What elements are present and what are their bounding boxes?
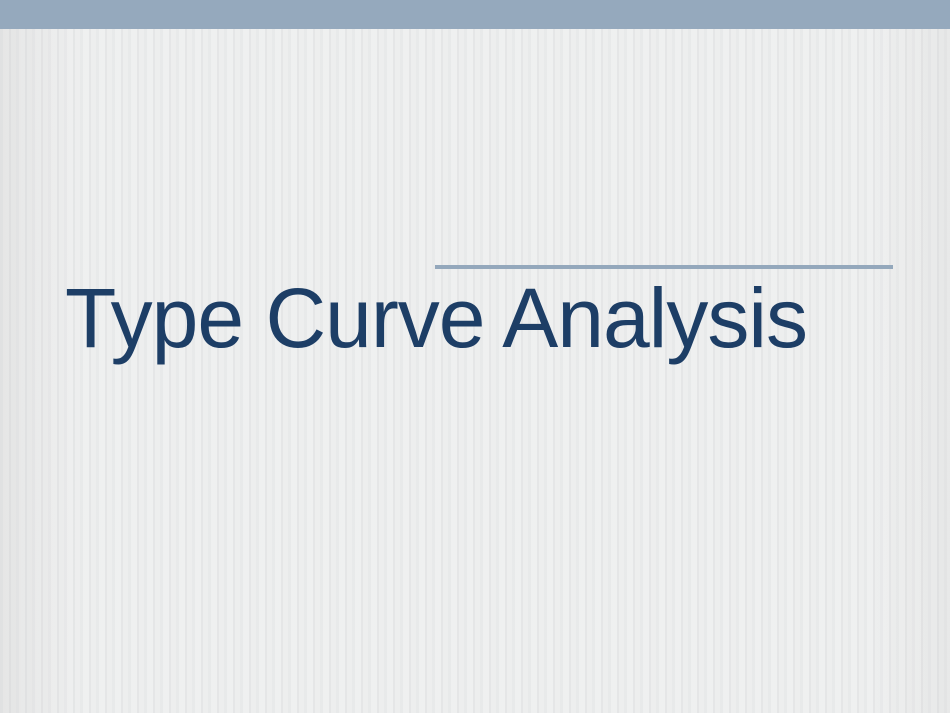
slide-title: Type Curve Analysis bbox=[65, 270, 807, 367]
presentation-slide: Type Curve Analysis bbox=[0, 0, 950, 713]
top-accent-bar bbox=[0, 0, 950, 29]
title-accent-line bbox=[435, 265, 893, 269]
